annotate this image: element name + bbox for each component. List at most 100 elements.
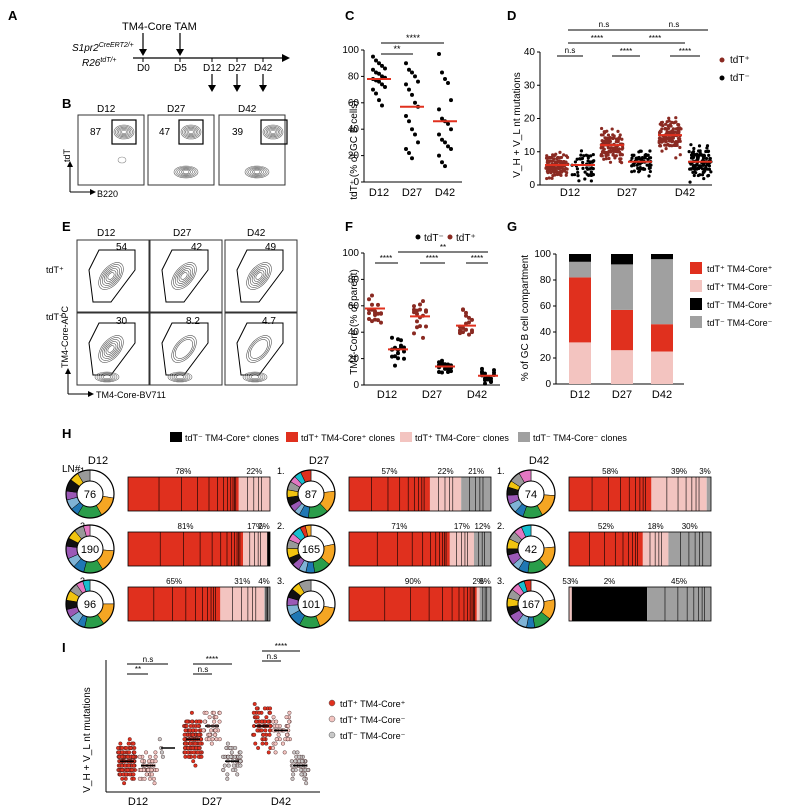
y-tick-label: 60 (540, 301, 552, 312)
d-xtick-d42: D42 (675, 187, 695, 199)
data-point (267, 732, 272, 737)
e-pct-top-2: 42 (191, 242, 203, 253)
data-point (207, 732, 212, 737)
data-point (126, 763, 131, 768)
clone-bar-segment (569, 587, 572, 621)
data-point (415, 308, 419, 313)
clone-bar-frame (348, 586, 492, 622)
data-point (647, 174, 651, 178)
contour (107, 345, 115, 353)
clone-bar-segment (349, 587, 477, 621)
data-point (412, 304, 416, 309)
contour (182, 125, 200, 139)
panel-c: C tdT⁺ (% of GC B cells) 0 20 40 60 80 100 **… (342, 8, 462, 200)
data-point (709, 170, 713, 174)
data-point (551, 174, 555, 178)
data-point (620, 137, 624, 141)
clone-bar-frame (348, 531, 492, 567)
contour (116, 126, 132, 138)
data-point (238, 754, 243, 759)
data-point (380, 74, 384, 79)
svg-text:****: **** (380, 254, 392, 263)
contour (105, 270, 117, 282)
h-row-number: 1. (497, 466, 505, 476)
flow-gate (260, 119, 288, 145)
e-pct-bot-2: 8.2 (186, 316, 200, 327)
data-point (604, 153, 608, 157)
h-legend-1: tdT⁻ TM4-Core⁺ clones (185, 433, 279, 443)
data-point (698, 173, 702, 177)
clone-bar-segment (473, 532, 491, 566)
data-point (251, 710, 256, 715)
h-percent-label: 8% (479, 577, 491, 586)
donut-hole (76, 590, 104, 618)
data-point (396, 356, 400, 361)
contour (248, 264, 270, 288)
data-point (610, 127, 614, 131)
data-point (183, 750, 188, 755)
data-point (231, 763, 236, 768)
data-point (606, 133, 611, 137)
data-point (675, 131, 679, 135)
data-point (383, 84, 387, 89)
data-point (116, 750, 121, 755)
clone-bar-frame (568, 586, 712, 622)
data-point (421, 299, 425, 304)
data-point (377, 79, 381, 84)
h-row-number: 2. (277, 521, 285, 531)
panel-label-d: D (507, 8, 516, 23)
panel-label-i: I (62, 640, 66, 655)
data-point (207, 715, 212, 720)
i-points (116, 702, 311, 786)
data-point (229, 750, 234, 755)
data-point (410, 92, 414, 97)
data-point (371, 87, 375, 92)
data-point (379, 320, 383, 325)
stacked-bar-segment (611, 254, 633, 265)
h-percent-label: 21% (468, 467, 484, 476)
data-point (576, 170, 580, 175)
data-point (259, 728, 264, 733)
stacked-bar-segment (569, 277, 591, 343)
data-point (125, 754, 130, 759)
data-point (544, 156, 549, 160)
data-point (678, 145, 682, 150)
f-xtick-d27: D27 (422, 389, 442, 401)
data-point (374, 91, 378, 96)
data-point (437, 369, 441, 374)
flow-gate (161, 249, 209, 303)
flow-gate (111, 119, 137, 145)
stacked-bar-segment (651, 324, 673, 352)
data-point (416, 140, 420, 145)
panel-i: I V_H + V_L nt mutations n.s ** **** n.s… (62, 640, 406, 808)
data-point (122, 781, 127, 786)
contour (188, 130, 194, 134)
data-point (302, 772, 307, 777)
data-point (390, 354, 394, 359)
clone-bar-segment (668, 532, 711, 566)
c-points (367, 51, 457, 169)
data-point (565, 155, 570, 160)
y-tick-label: 40 (348, 124, 360, 135)
data-point (599, 153, 603, 158)
c-sig-2: **** (406, 33, 421, 43)
data-point (154, 768, 159, 773)
data-point (644, 152, 648, 157)
h-legend-2: tdT⁺ TM4-Core⁺ clones (301, 433, 395, 443)
data-point (668, 143, 672, 147)
data-point (238, 750, 243, 755)
contour (175, 166, 197, 178)
data-point (446, 369, 450, 374)
data-point (367, 317, 371, 322)
data-point (699, 153, 704, 157)
h-legend-swatch-3 (400, 432, 412, 442)
data-point (617, 137, 621, 141)
data-point (125, 768, 130, 773)
data-point (404, 147, 408, 151)
data-point (131, 776, 136, 781)
data-point (611, 153, 615, 157)
contour (174, 266, 194, 286)
y-tick-label: 20 (540, 353, 552, 364)
data-point (545, 160, 549, 165)
donut-outline (506, 469, 556, 519)
